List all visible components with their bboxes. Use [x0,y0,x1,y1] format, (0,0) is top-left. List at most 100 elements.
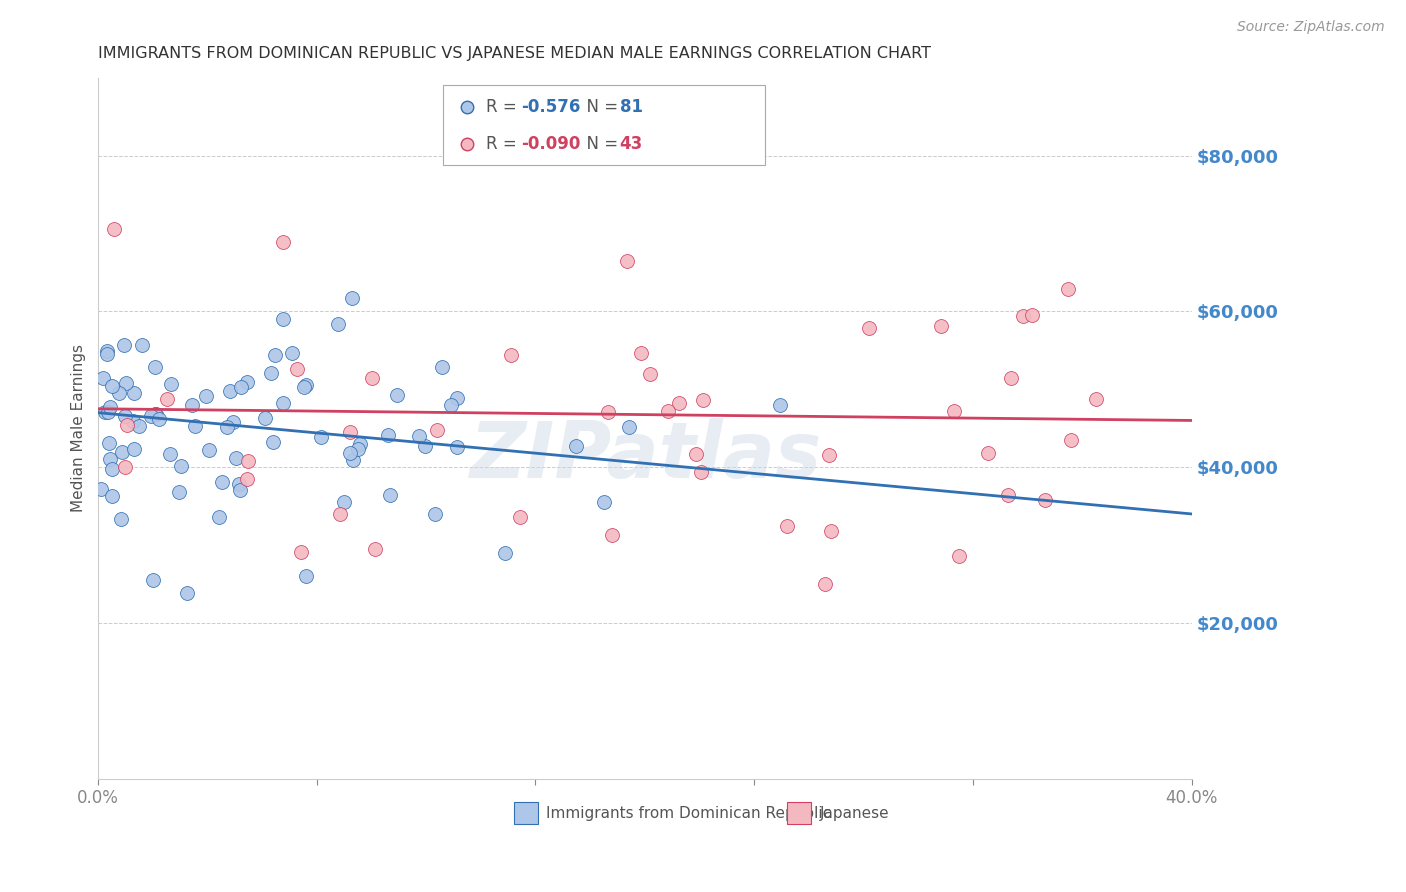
Point [415,439,437,453]
Point [977,446,1000,460]
Point [115,376,138,390]
Point [364,541,387,556]
Point [858,321,880,335]
Point [159,377,181,392]
Point [1085,392,1108,406]
Text: R =: R = [486,98,522,116]
Point [271,235,294,249]
Point [494,546,516,560]
Point [101,379,124,393]
Point [225,450,247,465]
Point [217,419,239,434]
Point [593,495,616,509]
Point [295,377,318,392]
Point [96,347,118,361]
Point [619,420,641,434]
Point [273,311,295,326]
Point [1021,308,1043,322]
Point [211,475,233,490]
Point [501,348,523,362]
Point [253,411,276,425]
Point [218,384,240,399]
Bar [513,802,537,824]
FancyBboxPatch shape [443,85,765,165]
Text: -0.576: -0.576 [522,98,581,116]
Point [948,549,970,563]
Point [425,507,447,521]
Point [114,409,136,424]
Point [107,386,129,401]
Point [997,488,1019,502]
Point [769,398,792,412]
Point [170,458,193,473]
Point [131,338,153,352]
Point [143,407,166,421]
Point [236,375,259,389]
Point [159,447,181,461]
Point [333,495,356,509]
Text: N =: N = [576,136,623,153]
Point [1056,282,1078,296]
Point [98,451,121,466]
Point [280,345,302,359]
Point [326,317,349,331]
Point [176,585,198,599]
Point [657,404,679,418]
Point [290,545,312,559]
Point [814,577,837,591]
Point [616,254,638,268]
Point [128,419,150,434]
Text: Japanese: Japanese [820,805,890,821]
Point [640,367,662,381]
Point [145,407,167,421]
Point [329,508,352,522]
Point [101,489,124,503]
Point [347,442,370,456]
Text: Source: ZipAtlas.com: Source: ZipAtlas.com [1237,20,1385,34]
Point [378,488,401,502]
Point [122,414,145,428]
Point [263,348,285,362]
Point [98,400,121,414]
Text: 81: 81 [620,98,643,116]
Point [93,405,115,419]
Point [685,447,707,461]
Point [228,477,250,491]
Point [596,405,619,419]
Point [271,396,294,410]
Text: ZIPatlas: ZIPatlas [468,418,821,494]
Point [776,519,799,533]
Point [1060,433,1083,447]
Point [198,442,221,457]
Point [91,371,114,385]
Point [311,429,333,443]
Y-axis label: Median Male Earnings: Median Male Earnings [72,344,86,512]
Point [112,338,135,352]
Point [377,428,399,442]
Point [260,366,283,380]
Point [565,439,588,453]
Point [98,436,121,450]
Point [117,418,139,433]
Point [236,472,259,486]
Text: 43: 43 [620,136,643,153]
Point [236,454,259,468]
Point [111,445,134,459]
Point [142,573,165,587]
Point [630,346,652,360]
Point [208,510,231,524]
Point [509,509,531,524]
Point [349,437,371,451]
Point [689,465,711,479]
Text: IMMIGRANTS FROM DOMINICAN REPUBLIC VS JAPANESE MEDIAN MALE EARNINGS CORRELATION : IMMIGRANTS FROM DOMINICAN REPUBLIC VS JA… [98,46,931,62]
Point [385,387,408,401]
Point [1033,493,1056,508]
Point [183,418,205,433]
Point [96,344,118,359]
Point [110,512,132,526]
Point [292,380,315,394]
Point [262,435,284,450]
Point [820,524,842,538]
Point [222,415,245,429]
Point [156,392,179,406]
